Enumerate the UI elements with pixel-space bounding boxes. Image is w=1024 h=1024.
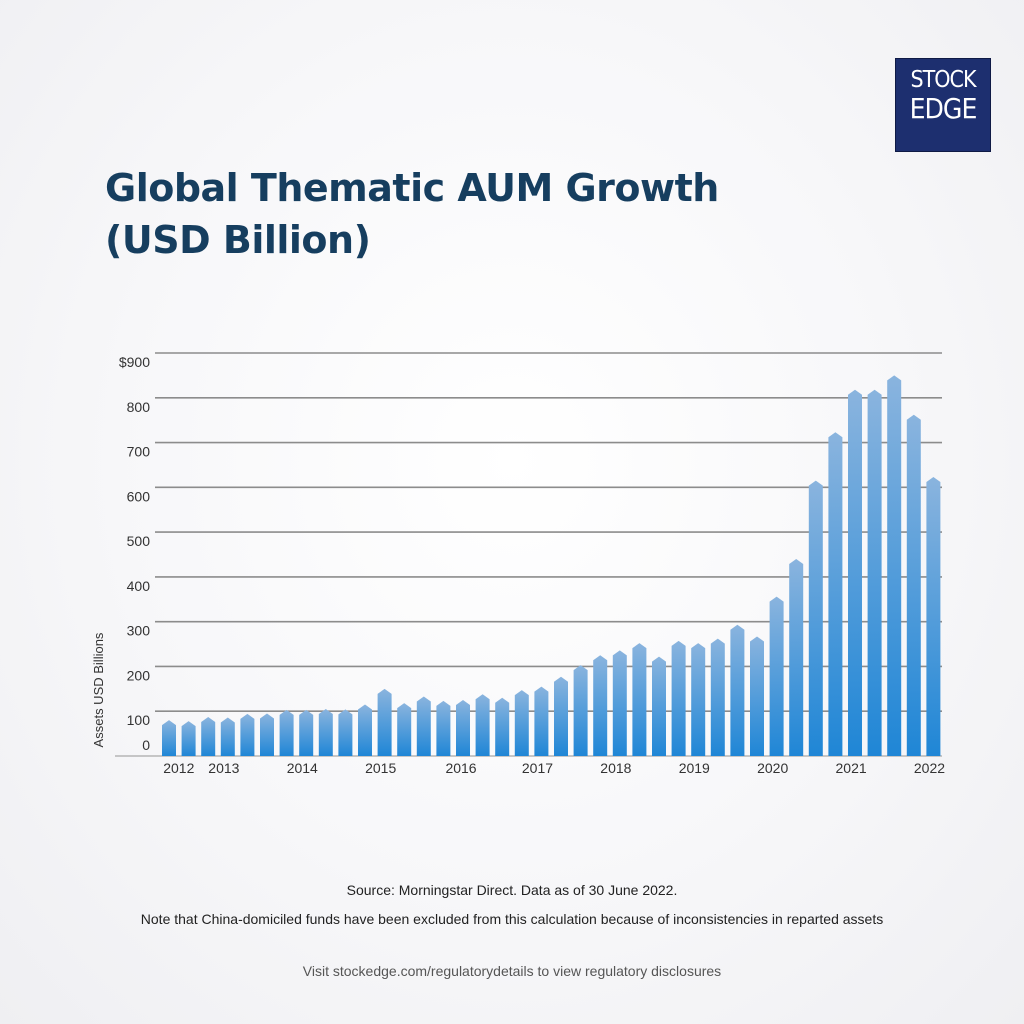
title-line-1: Global Thematic AUM Growth [105, 166, 719, 210]
bar [691, 643, 706, 756]
bar [201, 717, 216, 756]
x-tick-label: 2018 [600, 760, 631, 776]
y-tick-label: 500 [127, 533, 151, 549]
bar [318, 708, 333, 756]
y-tick-label: 400 [127, 578, 151, 594]
bar [279, 709, 294, 756]
bar [632, 643, 647, 756]
y-tick-label: 600 [127, 488, 151, 504]
bars [162, 375, 941, 756]
visit-text: Visit stockedge.com/regulatorydetails to… [302, 963, 722, 979]
bar [377, 688, 392, 756]
bar [338, 709, 353, 756]
x-tick-label: 2015 [365, 760, 396, 776]
y-tick-label: 100 [127, 712, 151, 728]
bar [260, 713, 274, 756]
bar [181, 721, 196, 756]
bar [887, 375, 902, 756]
bar [750, 636, 764, 756]
x-tick-label: 2021 [836, 760, 867, 776]
bar [495, 697, 510, 756]
bar [867, 389, 882, 756]
bar [710, 638, 725, 756]
bar [534, 686, 549, 756]
bar [358, 704, 372, 756]
y-tick-labels: 0 100 200 300 400 500 600 700 800 $900 [119, 354, 150, 753]
x-tick-labels: 2012 2013 2014 2015 2016 2017 2018 2019 2020 2021… [163, 760, 945, 776]
x-tick-label: 2017 [522, 760, 553, 776]
bar [475, 694, 490, 756]
source-text: Source: Morningstar Direct. Data as of 3… [346, 882, 678, 898]
bar [848, 389, 862, 756]
x-tick-label: 2020 [757, 760, 788, 776]
logo-text-stock: STOCK [910, 67, 976, 93]
bar [671, 640, 686, 756]
bar [456, 700, 470, 756]
x-tick-label: 2016 [445, 760, 476, 776]
x-tick-label: 2019 [679, 760, 710, 776]
bar [652, 656, 666, 756]
x-tick-label: 2014 [287, 760, 318, 776]
bar [514, 690, 529, 756]
bar [436, 700, 451, 756]
note-text: Note that China-domiciled funds have bee… [140, 911, 884, 927]
y-tick-label: 0 [142, 737, 150, 753]
bar [730, 624, 745, 756]
bar [612, 650, 627, 756]
bar [808, 480, 823, 756]
y-tick-label: 800 [127, 399, 151, 415]
x-tick-label: 2012 [163, 760, 194, 776]
bar [299, 709, 314, 756]
bar [573, 665, 588, 756]
bar [416, 696, 431, 756]
logo-text-edge: EDGE [909, 92, 978, 125]
bar [593, 655, 608, 756]
bar [926, 477, 941, 756]
stockedge-logo: STOCK EDGE [895, 58, 991, 152]
y-tick-label: 700 [127, 444, 151, 460]
x-tick-label: 2022 [914, 760, 945, 776]
bar [397, 703, 412, 756]
bar [906, 414, 921, 756]
bar [828, 432, 843, 756]
bar [240, 713, 255, 756]
y-tick-label: $900 [119, 354, 150, 370]
y-tick-label: 300 [127, 623, 151, 639]
bar [769, 596, 784, 756]
title-line-2: (USD Billion) [105, 218, 371, 262]
y-tick-label: 200 [127, 667, 151, 683]
bar [554, 676, 568, 756]
bar [162, 720, 176, 756]
page-title: Global Thematic AUM Growth (USD Billion) [105, 162, 805, 266]
bar [220, 717, 235, 756]
x-tick-label: 2013 [208, 760, 239, 776]
bar [789, 558, 804, 756]
y-axis-label: Assets USD Billions [91, 632, 106, 747]
